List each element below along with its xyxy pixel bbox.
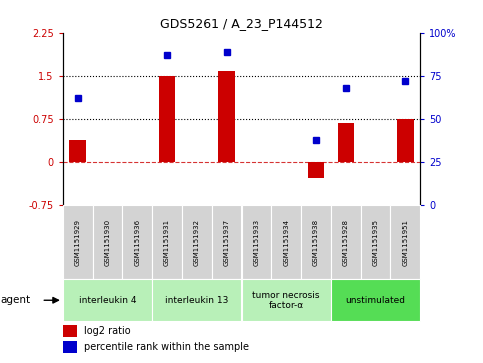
Bar — [212, 205, 242, 279]
Text: GSM1151936: GSM1151936 — [134, 219, 140, 266]
Bar — [242, 205, 271, 279]
Text: GSM1151933: GSM1151933 — [254, 219, 259, 266]
Text: percentile rank within the sample: percentile rank within the sample — [84, 342, 249, 352]
Bar — [159, 76, 175, 162]
Text: GSM1151934: GSM1151934 — [283, 219, 289, 266]
Text: GSM1151935: GSM1151935 — [372, 219, 379, 266]
Bar — [63, 279, 152, 321]
Bar — [331, 205, 361, 279]
Text: interleukin 4: interleukin 4 — [79, 296, 136, 305]
Bar — [63, 325, 77, 337]
Text: GSM1151937: GSM1151937 — [224, 219, 229, 266]
Bar — [63, 341, 77, 353]
Bar — [63, 205, 93, 279]
Bar — [122, 205, 152, 279]
Bar — [361, 205, 390, 279]
Bar — [301, 205, 331, 279]
Bar — [70, 140, 86, 162]
Bar — [338, 123, 354, 162]
Bar — [390, 205, 420, 279]
Text: log2 ratio: log2 ratio — [84, 326, 131, 336]
Text: GSM1151938: GSM1151938 — [313, 219, 319, 266]
Text: tumor necrosis
factor-α: tumor necrosis factor-α — [253, 290, 320, 310]
Bar — [182, 205, 212, 279]
Text: GSM1151930: GSM1151930 — [104, 219, 111, 266]
Bar — [152, 205, 182, 279]
Bar — [93, 205, 122, 279]
Text: GSM1151951: GSM1151951 — [402, 219, 408, 266]
Text: unstimulated: unstimulated — [345, 296, 406, 305]
Bar — [308, 162, 324, 178]
Text: GSM1151931: GSM1151931 — [164, 219, 170, 266]
Bar — [242, 279, 331, 321]
Bar — [271, 205, 301, 279]
Text: GSM1151929: GSM1151929 — [75, 219, 81, 266]
Text: GSM1151932: GSM1151932 — [194, 219, 200, 266]
Text: interleukin 13: interleukin 13 — [165, 296, 228, 305]
Bar — [331, 279, 420, 321]
Bar — [152, 279, 242, 321]
Title: GDS5261 / A_23_P144512: GDS5261 / A_23_P144512 — [160, 17, 323, 30]
Text: GSM1151928: GSM1151928 — [343, 219, 349, 266]
Bar — [218, 71, 235, 162]
Text: agent: agent — [0, 295, 30, 305]
Bar — [397, 119, 413, 162]
